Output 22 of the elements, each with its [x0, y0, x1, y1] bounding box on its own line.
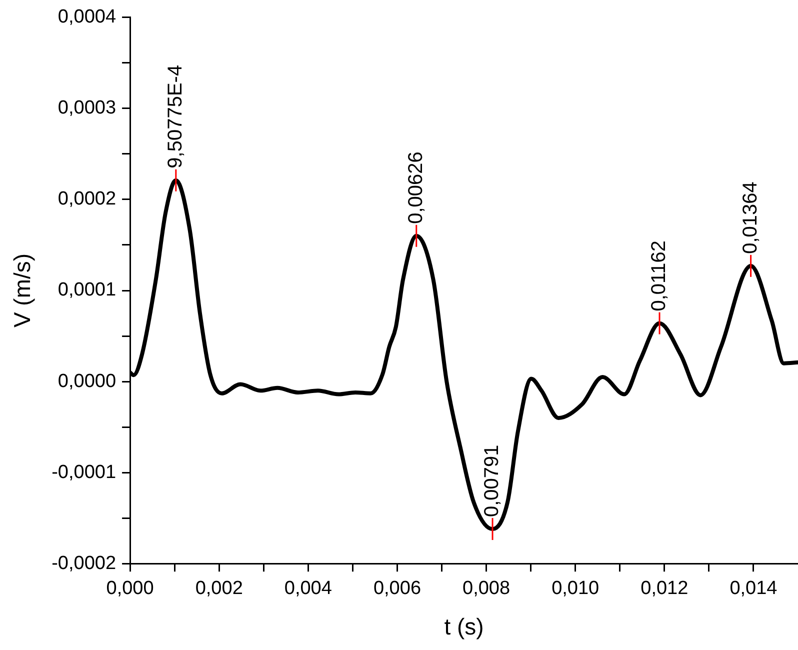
x-axis-title: t (s): [444, 614, 484, 640]
y-tick-label: 0,0003: [58, 98, 116, 119]
x-tick-label: 0,010: [552, 578, 600, 600]
y-tick-label: 0,0001: [58, 280, 116, 301]
y-tick-label: -0,0001: [52, 462, 116, 483]
annotation: 0,01364: [739, 182, 762, 254]
y-tick-label: 0,0000: [58, 370, 116, 392]
annotation: 9,50775E-4: [164, 64, 186, 168]
x-tick-label: 0,012: [640, 578, 688, 600]
y-axis-title: V (m/s): [9, 253, 36, 328]
x-tick-label: 0,008: [462, 578, 510, 600]
y-tick-label: 0,0002: [58, 188, 116, 210]
y-tick-label: -0,0002: [52, 552, 116, 574]
x-tick-label: 0,004: [284, 578, 332, 600]
annotation: 0,00791: [481, 444, 504, 518]
x-tick-label: 0,000: [106, 578, 154, 600]
x-tick-label: 0,014: [730, 578, 778, 600]
annotation: 0,01162: [648, 240, 670, 312]
x-tick-label: 0,006: [373, 578, 421, 600]
x-tick-label: 0,002: [195, 578, 243, 600]
y-tick-label: 0,0004: [58, 6, 116, 28]
annotation: 0,00626: [404, 152, 427, 224]
